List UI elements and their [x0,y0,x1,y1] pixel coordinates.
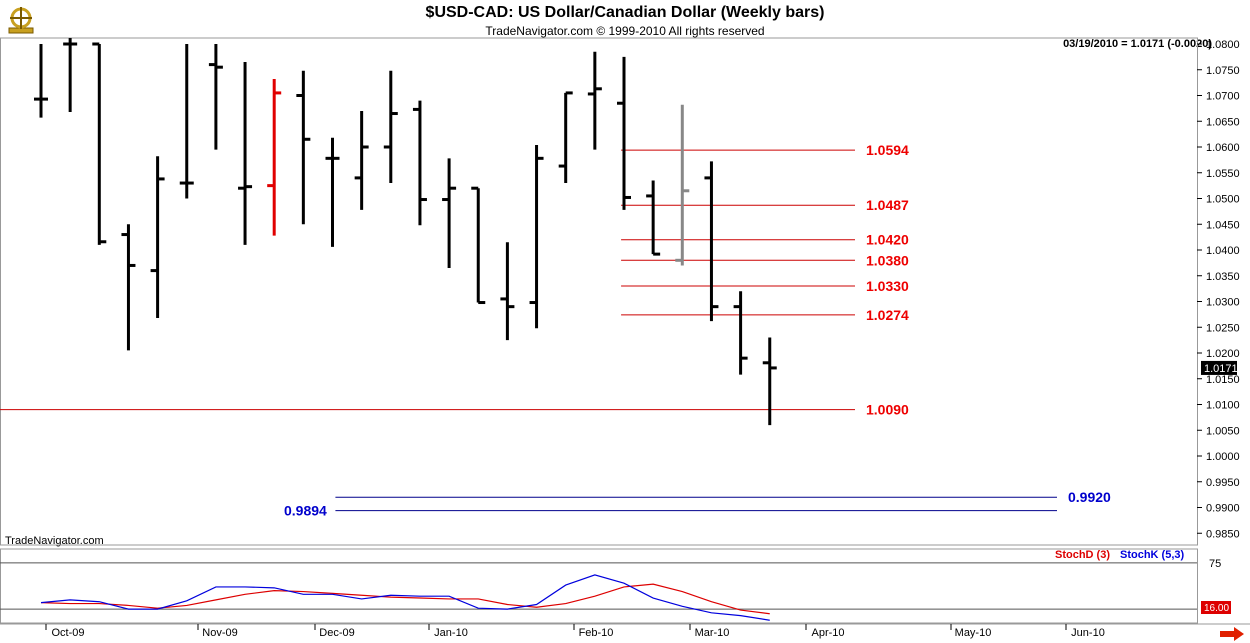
last-price-tag-label: 1.0171 [1204,363,1238,375]
y-tick-label: 1.0000 [1206,451,1240,463]
x-month-label: Apr-10 [811,627,844,639]
price-readout: 03/19/2010 = 1.0171 (-0.0020) [1063,38,1212,50]
y-tick-label: 1.0500 [1206,194,1240,206]
fib-level-label: 1.0420 [866,232,909,248]
legend-stoch-d: StochD (3) [1055,549,1110,561]
x-month-label: Dec-09 [319,627,354,639]
fib-level-label: 1.0274 [866,307,909,323]
price-panel-frame [0,37,1198,546]
stoch-y-tick-label: 75 [1209,558,1221,570]
y-tick-label: 1.0250 [1206,322,1240,334]
y-tick-label: 1.0600 [1206,142,1240,154]
fib-level-label: 1.0330 [866,278,909,294]
x-month-label: Jan-10 [434,627,468,639]
fib-level-label: 1.0090 [866,402,909,418]
stoch-k-line [40,574,770,621]
fib-level-label: 1.0594 [866,142,909,158]
x-month-label: Oct-09 [51,627,84,639]
x-month-label: Feb-10 [579,627,614,639]
y-tick-label: 1.0450 [1206,219,1240,231]
target-level-label: 0.9894 [284,503,327,519]
y-tick-label: 1.0100 [1206,400,1240,412]
copyright-subtitle: TradeNavigator.com © 1999-2010 All right… [485,24,765,38]
y-tick-label: 1.0700 [1206,91,1240,103]
y-tick-label: 0.9950 [1206,477,1240,489]
x-month-label: May-10 [955,627,992,639]
y-tick-label: 0.9850 [1206,528,1240,540]
chart-title: $USD-CAD: US Dollar/Canadian Dollar (Wee… [425,4,825,21]
scroll-right-arrow-icon[interactable] [1220,627,1244,641]
y-tick-label: 0.9900 [1206,503,1240,515]
trade-navigator-logo-icon [6,4,36,36]
y-tick-label: 1.0200 [1206,348,1240,360]
last-price-tag [1201,360,1237,375]
y-tick-label: 1.0050 [1206,425,1240,437]
fib-level-label: 1.0487 [866,197,909,213]
stoch-last-value-tag [1201,601,1231,614]
x-month-label: Nov-09 [202,627,237,639]
legend-stoch-k: StochK (5,3) [1120,549,1185,561]
x-month-label: Jun-10 [1071,627,1105,639]
y-tick-label: 1.0550 [1206,168,1240,180]
y-tick-label: 1.0300 [1206,297,1240,309]
y-tick-label: 1.0650 [1206,116,1240,128]
stoch-last-value-label: 16.00 [1204,603,1229,614]
x-month-label: Mar-10 [695,627,730,639]
watermark: TradeNavigator.com [5,535,104,547]
stoch-panel-frame [0,548,1198,624]
y-tick-label: 1.0150 [1206,374,1240,386]
target-level-label: 0.9920 [1068,489,1111,505]
y-tick-label: 1.0400 [1206,245,1240,257]
fib-level-label: 1.0380 [866,252,909,268]
y-tick-label: 1.0350 [1206,271,1240,283]
y-tick-label: 1.0800 [1206,39,1240,51]
y-tick-label: 1.0750 [1206,65,1240,77]
